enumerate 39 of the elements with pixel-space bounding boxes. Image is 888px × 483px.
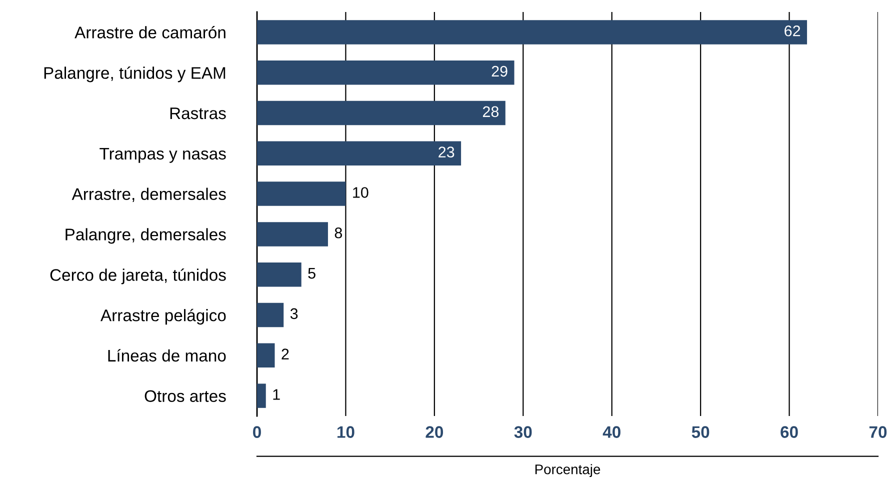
- data-label: 2: [282, 348, 289, 360]
- data-label: 1: [273, 389, 280, 400]
- bar: [257, 302, 284, 328]
- y-tick-label: Palangre, túnidos y EAM: [44, 66, 226, 82]
- x-tick-label: 40: [602, 426, 620, 438]
- y-tick-label: Líneas de mano: [108, 349, 226, 362]
- bar: [257, 60, 514, 85]
- data-label: 28: [482, 106, 499, 118]
- bar: [257, 141, 462, 166]
- bar: [257, 20, 808, 44]
- x-tick-label: 60: [780, 426, 798, 438]
- x-tick-label: 20: [426, 426, 444, 438]
- data-label: 3: [290, 308, 298, 320]
- data-label: 23: [438, 146, 454, 158]
- x-tick-label: 50: [692, 426, 710, 438]
- y-tick-label: Arrastre pelágico: [100, 308, 226, 325]
- bar: [257, 343, 275, 368]
- data-label: 5: [308, 268, 316, 279]
- bar: [257, 100, 506, 126]
- y-tick-label: Arrastre, demersales: [72, 188, 226, 202]
- x-axis-title: Porcentaje: [535, 464, 600, 478]
- data-label: 8: [334, 227, 342, 238]
- y-tick-label: Arrastre de camarón: [74, 26, 226, 38]
- data-label: 10: [353, 187, 368, 198]
- bar: [257, 384, 266, 408]
- y-tick-label: Otros artes: [144, 390, 226, 402]
- x-tick-label: 10: [337, 426, 354, 438]
- x-tick-label: 30: [514, 426, 532, 438]
- y-tick-label: Cerco de jareta, túnidos: [50, 268, 226, 284]
- x-tick-label: 70: [869, 426, 887, 438]
- y-tick-label: Trampas y nasas: [100, 148, 226, 163]
- y-tick-label: Rastras: [170, 108, 226, 120]
- data-label: 62: [784, 25, 800, 36]
- x-tick-label: 0: [253, 426, 261, 438]
- data-label: 29: [492, 66, 508, 77]
- bar: [257, 182, 346, 206]
- y-tick-label: Palangre, demersales: [66, 228, 226, 244]
- bar: [257, 222, 328, 246]
- bar: [257, 262, 302, 287]
